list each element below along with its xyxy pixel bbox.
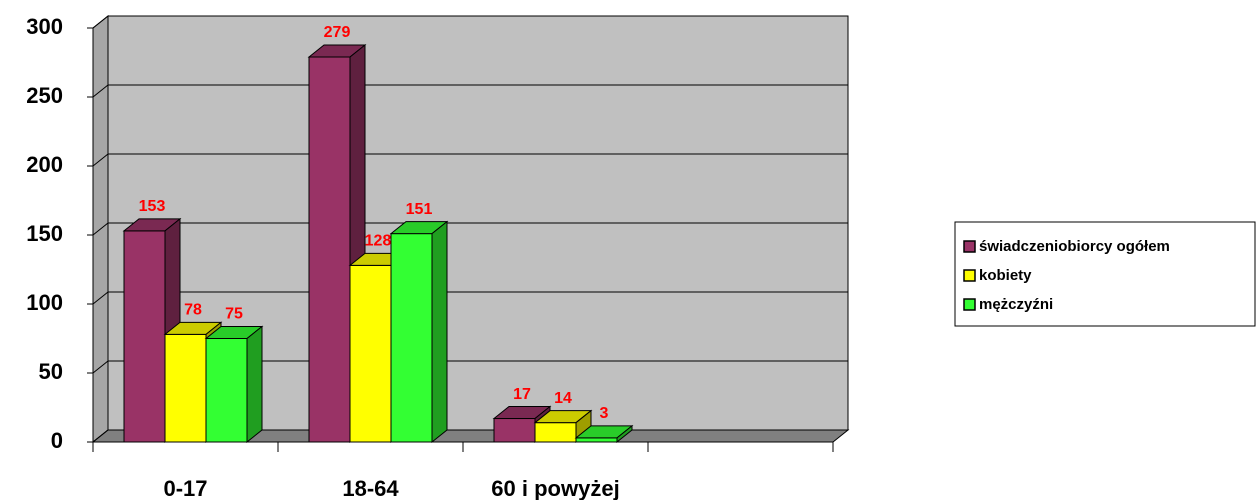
legend-swatch — [963, 240, 976, 253]
value-label: 3 — [600, 405, 609, 422]
grid-line — [92, 15, 109, 29]
legend-swatch — [963, 269, 976, 282]
y-tick-label: 150 — [26, 221, 63, 246]
legend-label: kobiety — [979, 267, 1032, 284]
grid-line — [92, 222, 109, 236]
grid-line — [92, 291, 109, 305]
bar — [123, 230, 166, 443]
grid-line — [92, 153, 109, 167]
bar — [534, 422, 577, 443]
legend-box — [954, 221, 1256, 327]
bar-side — [616, 424, 633, 444]
bar — [493, 418, 536, 443]
bar — [308, 56, 351, 443]
value-label: 17 — [513, 386, 531, 403]
bar — [390, 233, 433, 443]
value-label: 151 — [406, 201, 433, 218]
y-tick-label: 200 — [26, 152, 63, 177]
bar — [164, 333, 207, 443]
legend-label: mężczyźni — [979, 296, 1053, 313]
grid-line — [92, 84, 109, 98]
legend-label: świadczeniobiorcy ogółem — [979, 238, 1170, 255]
grid-line — [92, 429, 109, 443]
legend-swatch — [963, 298, 976, 311]
bar — [349, 264, 392, 443]
y-tick-label: 100 — [26, 290, 63, 315]
value-label: 153 — [139, 198, 166, 215]
value-label: 14 — [554, 390, 572, 407]
value-label: 279 — [324, 24, 351, 41]
value-label: 75 — [225, 306, 243, 323]
bar-side — [431, 220, 448, 444]
bar — [205, 338, 248, 443]
bar-side — [246, 325, 263, 444]
value-label: 128 — [365, 233, 392, 250]
grid-line — [92, 360, 109, 374]
y-tick-label: 300 — [26, 14, 63, 39]
bar — [575, 437, 618, 443]
x-tick-label: 18-64 — [342, 476, 399, 500]
x-tick-label: 0-17 — [163, 476, 207, 500]
x-tick-label: 60 i powyżej — [491, 476, 619, 500]
y-tick-label: 250 — [26, 83, 63, 108]
y-tick-label: 50 — [39, 359, 63, 384]
value-label: 78 — [184, 302, 202, 319]
y-tick-label: 0 — [51, 428, 63, 453]
